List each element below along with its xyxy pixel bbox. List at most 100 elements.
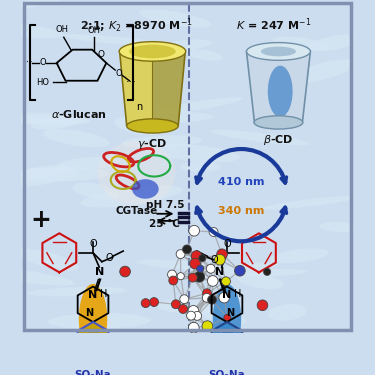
Text: ···: ··· (126, 78, 136, 87)
Text: OH: OH (56, 25, 69, 34)
Ellipse shape (0, 167, 78, 188)
Circle shape (234, 266, 245, 276)
Circle shape (217, 249, 227, 259)
Circle shape (180, 295, 189, 304)
Circle shape (206, 264, 215, 273)
Circle shape (177, 273, 184, 280)
Circle shape (188, 273, 197, 282)
Ellipse shape (150, 144, 240, 162)
Ellipse shape (48, 313, 151, 329)
Ellipse shape (185, 49, 223, 61)
Circle shape (207, 276, 218, 286)
Ellipse shape (153, 39, 213, 52)
Text: N: N (226, 308, 235, 318)
Circle shape (214, 254, 225, 265)
Text: +: + (30, 208, 51, 232)
Text: pH 7.5: pH 7.5 (146, 200, 184, 210)
Circle shape (183, 245, 191, 254)
Polygon shape (153, 51, 185, 126)
Ellipse shape (196, 308, 246, 324)
Text: SO₃Na: SO₃Na (75, 370, 111, 375)
Circle shape (120, 266, 130, 277)
Text: N: N (88, 290, 98, 300)
Ellipse shape (271, 248, 328, 263)
Text: 340 nm: 340 nm (218, 206, 264, 216)
Text: O: O (98, 51, 105, 60)
Ellipse shape (320, 222, 358, 232)
Polygon shape (211, 322, 242, 357)
Ellipse shape (114, 117, 164, 135)
Text: N: N (96, 267, 105, 278)
Circle shape (202, 321, 213, 332)
Circle shape (169, 276, 178, 285)
Circle shape (222, 277, 230, 286)
Text: $\beta$-CD: $\beta$-CD (263, 133, 294, 147)
Circle shape (176, 250, 185, 258)
Circle shape (194, 272, 205, 282)
Text: N: N (86, 308, 93, 318)
Text: O: O (116, 69, 122, 78)
Ellipse shape (254, 116, 303, 129)
Circle shape (188, 306, 199, 316)
Ellipse shape (0, 112, 91, 125)
Ellipse shape (309, 34, 360, 51)
Circle shape (171, 300, 180, 309)
Text: HO: HO (36, 78, 50, 87)
Circle shape (150, 298, 159, 306)
Ellipse shape (291, 59, 357, 83)
Ellipse shape (156, 97, 243, 114)
Text: 2:1; $\mathit{K}_2$ =8970 M$^{-1}$: 2:1; $\mathit{K}_2$ =8970 M$^{-1}$ (80, 16, 193, 34)
Circle shape (190, 258, 200, 269)
Circle shape (168, 270, 177, 279)
Text: CGTase: CGTase (116, 206, 158, 216)
Ellipse shape (131, 112, 213, 123)
Circle shape (209, 228, 218, 236)
Ellipse shape (132, 179, 159, 199)
Ellipse shape (43, 129, 110, 147)
Ellipse shape (98, 141, 176, 205)
Ellipse shape (180, 162, 220, 172)
Ellipse shape (213, 284, 241, 355)
Circle shape (202, 289, 211, 298)
Text: O: O (105, 253, 113, 263)
Ellipse shape (273, 37, 330, 51)
Ellipse shape (58, 157, 120, 170)
Ellipse shape (81, 185, 182, 207)
Ellipse shape (268, 66, 292, 117)
Circle shape (189, 322, 199, 333)
Text: H: H (234, 289, 241, 298)
Ellipse shape (219, 269, 308, 277)
Circle shape (199, 255, 206, 262)
Ellipse shape (0, 165, 70, 184)
Ellipse shape (246, 43, 310, 60)
Ellipse shape (31, 116, 82, 129)
Ellipse shape (0, 23, 64, 38)
Ellipse shape (27, 287, 128, 297)
Ellipse shape (72, 183, 119, 200)
Text: O: O (211, 255, 218, 265)
Circle shape (191, 251, 202, 261)
Circle shape (264, 268, 271, 275)
Ellipse shape (216, 262, 278, 273)
Circle shape (219, 292, 230, 303)
Ellipse shape (136, 260, 222, 271)
Circle shape (202, 293, 211, 302)
Text: H: H (100, 289, 107, 298)
Circle shape (193, 311, 202, 320)
Ellipse shape (139, 9, 212, 28)
Ellipse shape (122, 135, 202, 148)
Ellipse shape (0, 267, 75, 286)
Ellipse shape (6, 0, 66, 9)
Ellipse shape (119, 42, 186, 61)
Polygon shape (246, 51, 310, 122)
Ellipse shape (129, 45, 176, 58)
Text: SO₃Na: SO₃Na (209, 370, 245, 375)
Ellipse shape (79, 284, 107, 355)
Text: $\alpha$-Glucan: $\alpha$-Glucan (51, 108, 107, 120)
Circle shape (187, 311, 195, 320)
Text: 410 nm: 410 nm (218, 177, 264, 187)
Text: OH: OH (87, 26, 100, 34)
Text: O: O (223, 238, 231, 249)
Ellipse shape (63, 34, 163, 46)
Text: n: n (136, 102, 143, 112)
